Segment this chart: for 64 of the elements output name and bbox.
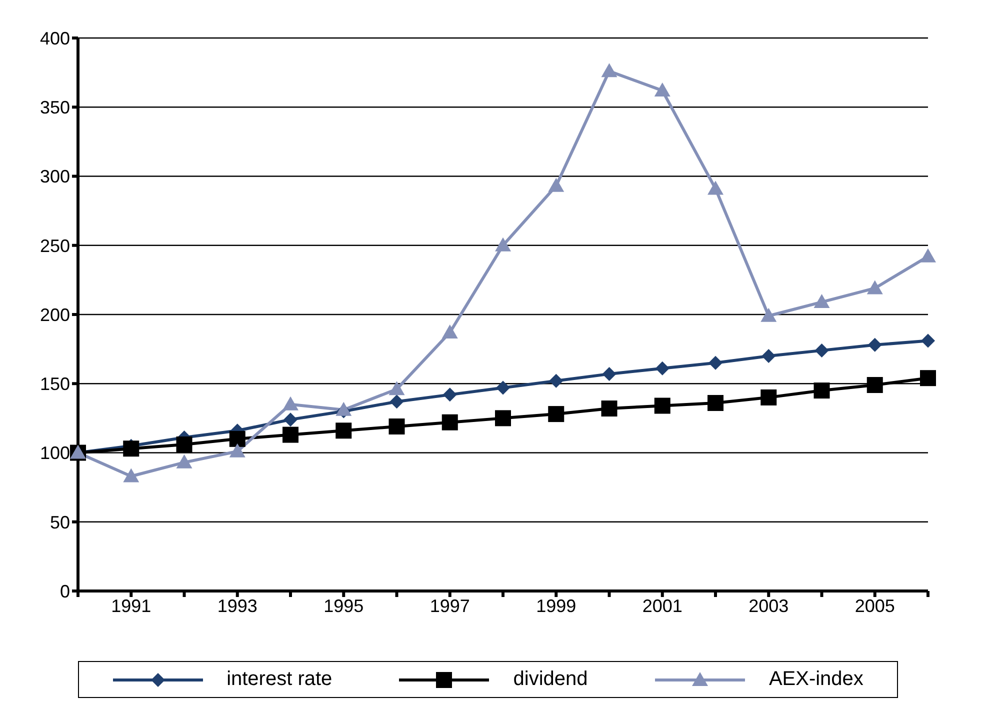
- legend-label: interest rate: [226, 668, 332, 691]
- y-tick-label: 300: [40, 166, 70, 187]
- point: [549, 374, 564, 388]
- point: [442, 414, 458, 430]
- point: [866, 280, 883, 294]
- point: [760, 308, 777, 322]
- point: [176, 454, 192, 468]
- legend-label: dividend: [513, 668, 588, 691]
- point: [548, 178, 564, 192]
- point: [548, 406, 564, 422]
- point: [654, 82, 670, 97]
- point: [814, 294, 830, 308]
- point: [708, 180, 724, 195]
- point: [229, 430, 246, 447]
- point: [495, 237, 511, 252]
- x-tick-label: 2003: [748, 596, 789, 616]
- x-tick-label: 1995: [324, 596, 364, 616]
- point: [336, 402, 352, 416]
- y-tick-label: 100: [40, 443, 70, 464]
- point: [760, 389, 777, 406]
- y-tick-label: 200: [40, 304, 70, 325]
- point: [920, 370, 936, 386]
- y-tick-label: 50: [50, 512, 70, 532]
- point: [601, 400, 618, 417]
- x-tick-label: 1991: [111, 596, 152, 616]
- x-tick-label: 2001: [642, 596, 682, 616]
- point: [762, 348, 776, 363]
- y-tick-label: 350: [40, 98, 70, 118]
- y-tick-label: 150: [40, 374, 70, 394]
- point: [814, 382, 830, 399]
- point: [442, 324, 458, 338]
- point: [123, 440, 140, 457]
- y-tick-label: 250: [40, 236, 70, 256]
- y-tick-label: 0: [60, 581, 70, 602]
- y-tick-label: 400: [40, 28, 70, 48]
- point: [602, 366, 616, 381]
- point: [495, 410, 511, 426]
- x-tick-label: 1999: [536, 596, 576, 616]
- point: [123, 468, 140, 482]
- point: [496, 380, 510, 395]
- x-tick-label: 2005: [854, 596, 895, 616]
- point: [654, 398, 670, 414]
- point: [229, 443, 246, 458]
- point: [708, 394, 724, 411]
- point: [866, 377, 883, 394]
- point: [868, 338, 882, 352]
- point: [282, 396, 298, 410]
- point: [390, 394, 404, 409]
- point: [920, 248, 936, 262]
- point: [176, 436, 192, 452]
- point: [442, 388, 457, 402]
- legend-label: AEX-index: [768, 668, 864, 691]
- point: [708, 356, 722, 370]
- point: [336, 422, 352, 439]
- x-tick-label: 1993: [217, 596, 258, 616]
- point: [282, 426, 298, 443]
- point: [814, 343, 829, 358]
- point: [388, 418, 405, 434]
- point: [284, 412, 298, 427]
- point: [655, 361, 670, 376]
- point: [388, 381, 405, 396]
- point: [921, 334, 935, 348]
- point: [601, 63, 618, 78]
- x-tick-label: 1997: [430, 596, 470, 616]
